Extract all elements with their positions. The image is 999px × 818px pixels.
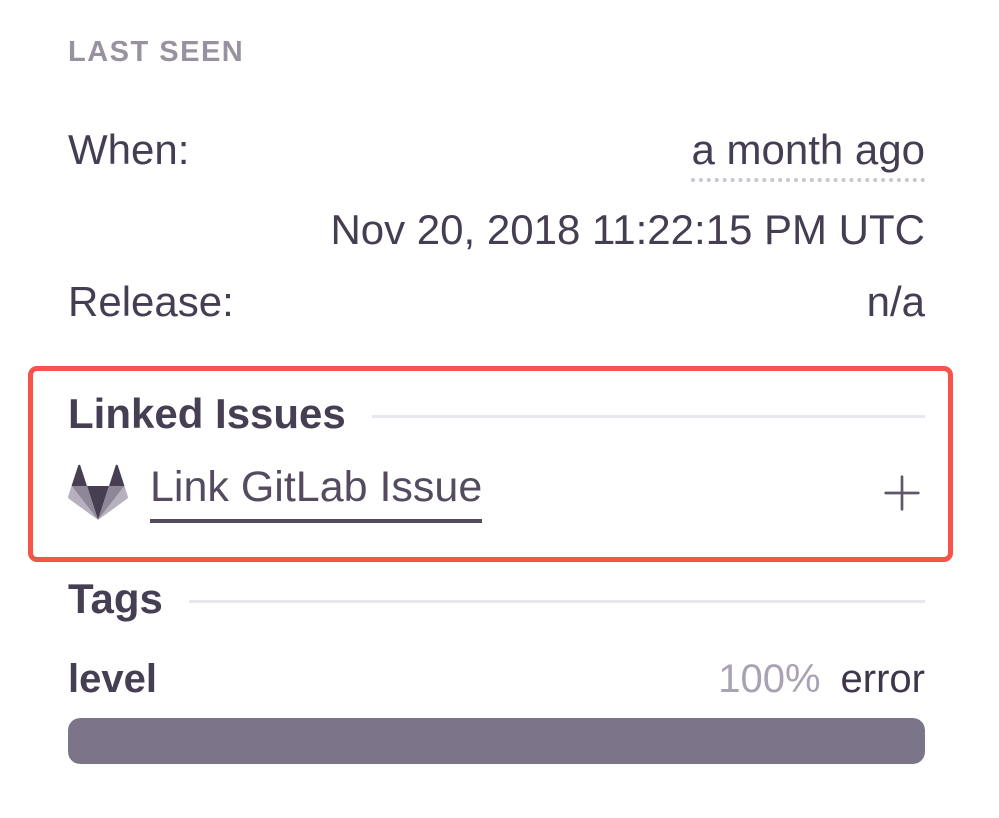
link-gitlab-issue-link[interactable]: Link GitLab Issue xyxy=(150,463,483,524)
when-absolute-row: Nov 20, 2018 11:22:15 PM UTC xyxy=(68,205,925,255)
gitlab-link-row: Link GitLab Issue xyxy=(68,462,925,524)
when-label: When: xyxy=(68,126,190,173)
last-seen-section-title: LAST SEEN xyxy=(68,36,245,68)
linked-issues-heading: Linked Issues xyxy=(68,389,925,439)
when-absolute-value: Nov 20, 2018 11:22:15 PM UTC xyxy=(330,205,925,253)
release-value: n/a xyxy=(866,278,925,326)
heading-divider xyxy=(188,600,925,604)
when-relative-value[interactable]: a month ago xyxy=(691,125,925,182)
tag-bar-fill xyxy=(68,717,925,764)
tag-distribution-bar[interactable] xyxy=(68,717,925,764)
when-row: When: a month ago xyxy=(68,125,925,182)
linked-issues-title: Linked Issues xyxy=(68,389,346,437)
tag-top-value[interactable]: error xyxy=(840,656,925,701)
tag-key-label[interactable]: level xyxy=(68,656,157,701)
tags-title: Tags xyxy=(68,575,163,623)
tags-heading: Tags xyxy=(68,574,925,624)
tag-row-level: level 100% error xyxy=(68,655,925,703)
release-row: Release: n/a xyxy=(68,277,925,327)
tag-summary: 100% error xyxy=(718,655,925,703)
release-label: Release: xyxy=(68,278,234,326)
sidebar-panel: LAST SEEN When: a month ago Nov 20, 2018… xyxy=(28,36,953,764)
heading-divider xyxy=(371,414,925,418)
gitlab-tanuki-icon xyxy=(68,464,128,522)
plus-icon xyxy=(879,470,925,516)
linked-issues-highlight-box: Linked Issues Link GitLab Issue xyxy=(28,365,953,563)
tag-percent-value: 100% xyxy=(718,656,821,701)
add-linked-issue-button[interactable] xyxy=(879,470,925,516)
